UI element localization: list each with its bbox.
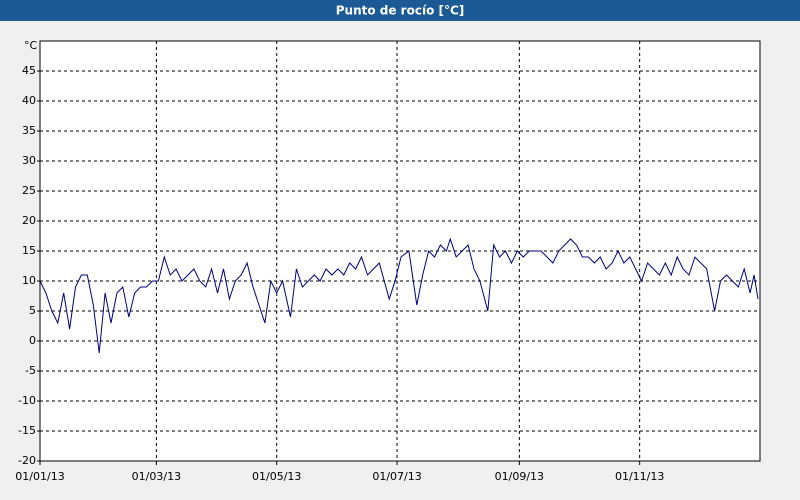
y-tick-label: -20 [18, 454, 36, 467]
x-tick-label: 01/05/13 [252, 470, 301, 483]
y-tick-label: 20 [22, 214, 36, 227]
chart-title: Punto de rocío [°C] [336, 4, 465, 18]
y-tick-label: 25 [22, 184, 36, 197]
y-tick-label: 35 [22, 124, 36, 137]
x-tick-label: 01/01/13 [15, 470, 64, 483]
data-line [39, 237, 759, 354]
y-tick-label: 5 [29, 304, 36, 317]
y-tick-label: -10 [18, 394, 36, 407]
y-tick-label: 10 [22, 274, 36, 287]
y-tick-label: 40 [22, 94, 36, 107]
y-tick-label: 15 [22, 244, 36, 257]
y-axis-label: °C [24, 39, 38, 52]
y-tick-label: -15 [18, 424, 36, 437]
x-tick-label: 01/07/13 [372, 470, 421, 483]
y-tick-label: 30 [22, 154, 36, 167]
x-tick-label: 01/03/13 [132, 470, 181, 483]
title-bar [0, 0, 800, 21]
plot-frame [39, 40, 761, 462]
y-tick-label: 45 [22, 64, 36, 77]
y-tick-label: 0 [29, 334, 36, 347]
y-tick-label: -5 [25, 364, 36, 377]
x-tick-label: 01/09/13 [495, 470, 544, 483]
x-tick-label: 01/11/13 [615, 470, 664, 483]
